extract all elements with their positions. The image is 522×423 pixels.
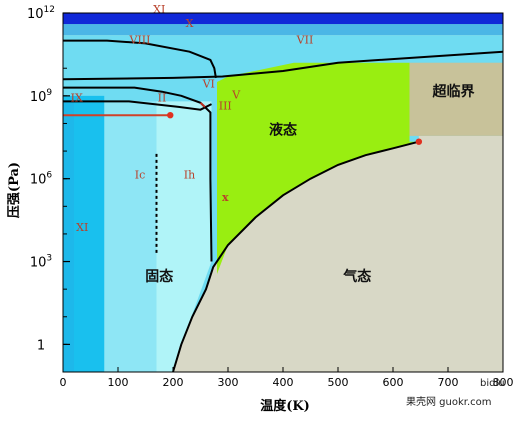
y-tick-exponent-2: 6: [46, 171, 52, 181]
region-label-11: XI: [76, 221, 88, 234]
region-label-1: X: [186, 17, 194, 30]
region-label-8: III: [219, 100, 232, 113]
phase-label-3: 超临界: [432, 83, 476, 100]
x-tick-label-6: 600: [383, 376, 404, 389]
phase-label-2: 气态: [342, 268, 371, 285]
melting-curve-Ih: [63, 86, 213, 262]
region-label-0: XI: [153, 3, 165, 16]
phase-label-0: 液态: [269, 122, 297, 139]
credit-right: 果壳网 guokr.com: [406, 395, 492, 408]
liquid-region: [217, 62, 419, 275]
phase-label-1: 固态: [145, 268, 173, 285]
ice-XI-top-band: [63, 13, 503, 25]
region-label-5: II: [158, 91, 167, 104]
ice-X-band: [63, 24, 503, 36]
x-tick-label-0: 0: [60, 376, 67, 389]
x-tick-label-7: 700: [438, 376, 459, 389]
region-label-9: Ic: [135, 169, 146, 182]
y-tick-exponent-1: 9: [46, 88, 52, 98]
ice-VIII-boundary: [63, 39, 217, 79]
x-tick-label-8: 800: [493, 376, 514, 389]
region-label-10: Ih: [184, 169, 195, 182]
ice-III-V-boundary: [199, 102, 206, 108]
y-axis-title: 压强(Pa): [7, 162, 22, 218]
x-axis-title: 温度(K): [260, 398, 310, 414]
region-label-6: VI: [202, 78, 215, 91]
y-tick-label-1: 109: [30, 88, 53, 105]
y-tick-label-0: 1012: [27, 5, 55, 22]
x-tick-label-3: 300: [218, 376, 239, 389]
ice-VII-boundary: [62, 50, 504, 81]
x-tick-label-2: 200: [163, 376, 184, 389]
y-tick-label-4: 1: [37, 338, 45, 353]
region-label-3: VII: [296, 33, 314, 46]
region-label-2: VIII: [129, 33, 151, 46]
x-tick-label-5: 500: [328, 376, 349, 389]
credit-left: bidlu: [480, 378, 505, 389]
ice-II-triple-point: [167, 111, 174, 119]
y-tick-exponent-0: 12: [44, 5, 55, 15]
x-tick-label-4: 400: [273, 376, 294, 389]
vapor-pressure-curve: [172, 140, 420, 373]
y-tick-exponent-3: 3: [46, 254, 52, 264]
y-tick-label-2: 106: [30, 171, 53, 188]
y-tick-label-3: 103: [30, 254, 52, 271]
phase-boundaries: [62, 39, 504, 373]
region-label-4: IX: [71, 91, 83, 104]
region-label-12: x: [222, 191, 229, 204]
critical-point: [415, 138, 423, 145]
plot-area: [63, 13, 503, 373]
ice-Ic-region: [104, 101, 157, 372]
ice-II-boundary: [63, 100, 212, 111]
region-label-7: V: [231, 89, 241, 102]
x-tick-label-1: 100: [108, 376, 129, 389]
ice-XI-edge: [63, 101, 74, 372]
supercritical-region: [409, 62, 503, 136]
